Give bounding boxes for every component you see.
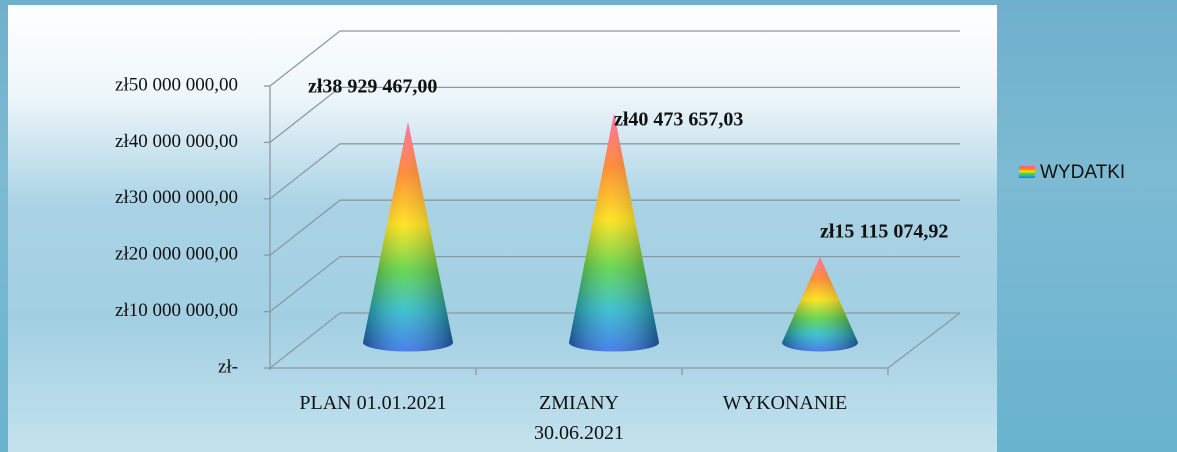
y-tick-label: zł- xyxy=(218,356,238,377)
cone-face xyxy=(782,256,858,352)
cone xyxy=(363,121,453,352)
value-label: zł15 115 074,92 xyxy=(820,220,948,242)
y-tick-label: zł50 000 000,00 xyxy=(115,74,238,95)
grid-line xyxy=(269,255,960,313)
grid-line xyxy=(269,86,960,143)
grid-line xyxy=(269,199,960,256)
grid-line xyxy=(269,143,960,200)
x-tick-label: WYKONANIE xyxy=(722,392,848,414)
y-tick-label: zł30 000 000,00 xyxy=(115,187,238,208)
legend-swatch xyxy=(1019,166,1035,178)
grid-line xyxy=(269,30,960,87)
plot-area xyxy=(8,5,997,452)
legend-label: WYDATKI xyxy=(1040,162,1125,183)
cone xyxy=(569,113,659,352)
cone-face xyxy=(569,113,659,352)
y-tick-label: zł10 000 000,00 xyxy=(115,300,238,321)
x-tick-label: PLAN 01.01.2021 xyxy=(299,392,447,414)
grid-line xyxy=(269,312,960,369)
y-tick-label: zł40 000 000,00 xyxy=(115,131,238,152)
value-label: zł38 929 467,00 xyxy=(308,75,437,97)
cone-face xyxy=(363,121,453,352)
value-label: zł40 473 657,03 xyxy=(614,109,743,131)
cone xyxy=(782,256,858,352)
y-tick-label: zł20 000 000,00 xyxy=(115,244,238,265)
x-tick-label: ZMIANY 30.06.2021 xyxy=(534,392,624,444)
